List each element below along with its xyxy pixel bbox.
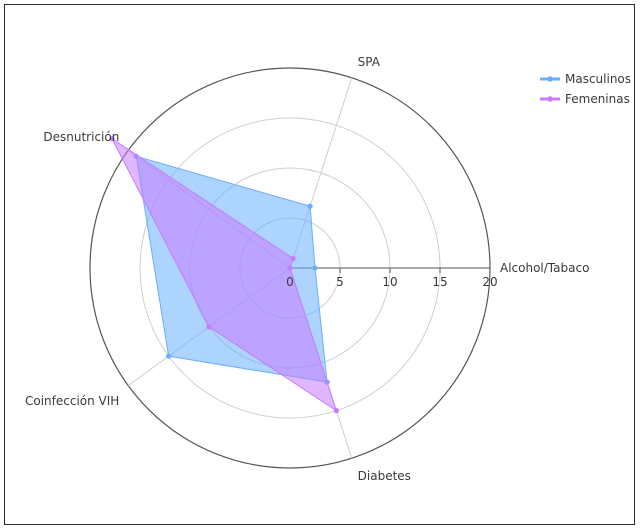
tick-label-10: 10: [382, 275, 397, 289]
legend-marker-masculinos: [547, 76, 553, 82]
legend-item-masculinos[interactable]: Masculinos: [540, 72, 631, 86]
axis-labels: Alcohol/Tabaco SPA Desnutrición Coinfección…: [25, 55, 589, 483]
series-femeninas: [109, 136, 339, 414]
axis-label-4: Diabetes: [358, 469, 411, 483]
data-point-femeninas-4: [333, 408, 339, 414]
tick-label-5: 5: [336, 275, 344, 289]
axis-label-2: Desnutrición: [43, 130, 119, 144]
data-point-masculinos-3: [166, 353, 172, 359]
chart-frame: [4, 4, 635, 525]
tick-label-15: 15: [432, 275, 447, 289]
tick-label-20: 20: [482, 275, 497, 289]
data-point-femeninas-2: [109, 136, 115, 142]
radial-tick-labels: 0 5 10 15 20: [286, 275, 497, 289]
data-point-masculinos-0: [312, 265, 318, 271]
data-point-femeninas-3: [206, 324, 212, 330]
axis-label-0: Alcohol/Tabaco: [500, 261, 589, 275]
axis-label-1: SPA: [358, 55, 381, 69]
legend[interactable]: Masculinos Femeninas: [540, 72, 631, 106]
series-layer: [109, 136, 339, 414]
legend-label-femeninas: Femeninas: [565, 92, 630, 106]
legend-marker-femeninas: [547, 96, 553, 102]
legend-label-masculinos: Masculinos: [565, 72, 631, 86]
data-point-femeninas-0: [287, 265, 293, 271]
axis-label-3: Coinfección VIH: [25, 394, 119, 408]
tick-label-0: 0: [286, 275, 294, 289]
data-point-femeninas-1: [290, 255, 296, 262]
data-point-masculinos-1: [307, 203, 313, 209]
legend-item-femeninas[interactable]: Femeninas: [540, 92, 630, 106]
